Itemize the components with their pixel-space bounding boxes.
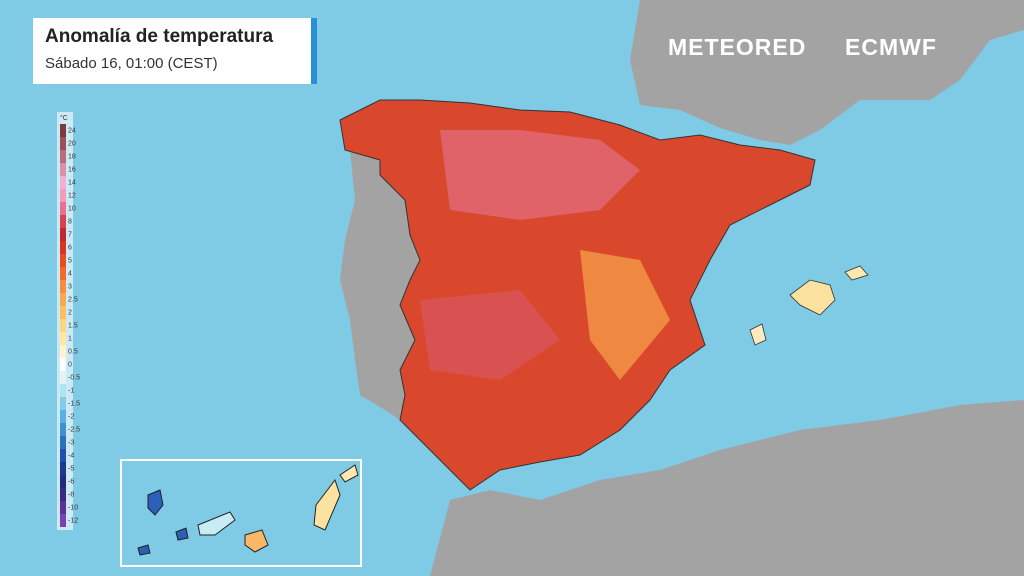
anomaly-east [580,250,670,380]
title-box: Anomalía de temperatura Sábado 16, 01:00… [33,18,317,84]
anomaly-west [420,290,560,380]
legend-swatch [60,488,66,501]
legend-label: -0.5 [68,374,80,381]
legend-label: 16 [68,166,76,173]
logo-ecmwf: ECMWF [845,34,937,60]
la-palma [147,489,164,516]
legend-label: -6 [68,478,74,485]
legend-label: 4 [68,270,72,277]
legend-swatch [60,319,66,332]
legend-swatch [60,280,66,293]
legend-swatch [60,501,66,514]
africa [430,400,1024,576]
legend-swatch [60,124,66,137]
legend-unit: °C [60,114,68,122]
fuerteventura [313,478,341,531]
legend-label: 0 [68,361,72,368]
legend-swatch [60,345,66,358]
legend-label: -12 [68,517,78,524]
legend-label: 10 [68,205,76,212]
legend-swatch [60,176,66,189]
france [560,0,1024,145]
legend-label: 12 [68,192,76,199]
la-gomera [175,527,189,541]
legend-label: 1.5 [68,322,78,329]
legend-label: -2.5 [68,426,80,433]
legend-label: -3 [68,439,74,446]
legend-label: 5 [68,257,72,264]
legend-label: 7 [68,231,72,238]
legend-label: -10 [68,504,78,511]
legend-swatch [60,475,66,488]
portugal [340,150,420,420]
legend-label: 0.5 [68,348,78,355]
legend-swatch [60,150,66,163]
anomaly-north [440,130,640,220]
legend-label: -5 [68,465,74,472]
legend-label: 20 [68,140,76,147]
legend-swatch [60,293,66,306]
legend-label: 6 [68,244,72,251]
legend-swatch [60,202,66,215]
legend-swatch [60,371,66,384]
mallorca [789,279,836,316]
legend-label: 1 [68,335,72,342]
menorca [844,265,869,281]
legend-label: 3 [68,283,72,290]
legend-swatch [60,449,66,462]
legend-swatch [60,163,66,176]
title: Anomalía de temperatura [45,26,274,47]
legend-swatch [60,397,66,410]
legend-swatch [60,358,66,371]
legend-label: -2 [68,413,74,420]
legend: °C 24 20 18 16 14 12 10 8 7 6 5 4 3 2.5 2 1.5 1 0.5 0 -0.5 -… [57,112,80,530]
logo-meteored: METEORED [668,34,807,60]
legend-swatch [60,514,66,527]
legend-swatch [60,137,66,150]
legend-label: -1.5 [68,400,80,407]
legend-swatch [60,267,66,280]
legend-label: -8 [68,491,74,498]
legend-label: 24 [68,127,76,134]
gran-canaria [244,529,269,553]
canary-inset [120,459,362,567]
legend-label: 2 [68,309,72,316]
legend-swatch [60,436,66,449]
legend-label: 8 [68,218,72,225]
legend-label: -1 [68,387,74,394]
legend-label: 14 [68,179,76,186]
legend-swatch [60,215,66,228]
subtitle: Sábado 16, 01:00 (CEST) [45,55,218,72]
legend-swatch [60,462,66,475]
legend-swatch [60,423,66,436]
legend-swatch [60,241,66,254]
legend-label: 2.5 [68,296,78,303]
legend-swatch [60,306,66,319]
legend-swatch [60,189,66,202]
lanzarote [339,464,359,483]
ibiza [749,323,767,346]
legend-swatch [60,384,66,397]
legend-swatch [60,332,66,345]
legend-swatch [60,254,66,267]
tenerife [197,511,236,536]
legend-label: 18 [68,153,76,160]
el-hierro [137,544,151,556]
legend-label: -4 [68,452,74,459]
legend-swatch [60,410,66,423]
legend-swatch [60,228,66,241]
